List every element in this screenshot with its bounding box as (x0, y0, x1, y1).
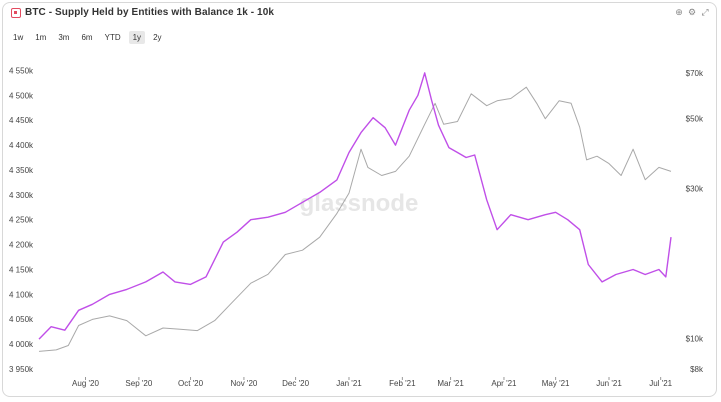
y-right-tick-label: $10k (686, 335, 704, 344)
y-left-tick-label: 4 350k (9, 166, 34, 175)
y-left-tick-label: 3 950k (9, 365, 34, 374)
tab-1y[interactable]: 1y (128, 31, 146, 44)
tab-ytd[interactable]: YTD (104, 33, 121, 42)
chart-svg: glassnode 3 950k 4 000k 4 050k 4 100k 4 150k… (9, 66, 704, 388)
y-left-tick-label: 4 500k (9, 91, 34, 100)
y-left-tick-label: 4 000k (9, 340, 34, 349)
y-left-tick-label: 4 050k (9, 315, 34, 324)
x-tick-label: Sep '20 (125, 379, 152, 388)
x-tick-label: Jul '21 (649, 379, 672, 388)
x-tick-label: May '21 (542, 379, 570, 388)
x-tick-label: Feb '21 (389, 379, 416, 388)
x-tick-label: Mar '21 (437, 379, 464, 388)
y-right-tick-label: $70k (686, 69, 704, 78)
chart-header: BTC - Supply Held by Entities with Balan… (3, 3, 716, 25)
y-right-tick-label: $30k (686, 184, 704, 193)
tab-1w[interactable]: 1w (13, 33, 24, 42)
range-tabs: 1w 1m 3m 6m YTD 1y 2y (9, 31, 166, 44)
expand-icon[interactable]: ⤢ (701, 7, 709, 17)
tab-2y[interactable]: 2y (153, 33, 162, 42)
y-left-tick-label: 4 100k (9, 290, 34, 299)
settings-icon[interactable]: ⚙ (687, 7, 697, 17)
header-toolbar: ⊕ ⚙ ⤢ (674, 7, 710, 17)
tab-1m[interactable]: 1m (35, 33, 47, 42)
tab-3m[interactable]: 3m (58, 33, 70, 42)
zoom-icon[interactable]: ⊕ (675, 7, 683, 17)
x-tick-label: Jun '21 (596, 379, 622, 388)
x-tick-label: Jan '21 (336, 379, 362, 388)
y-left-tick-label: 4 200k (9, 241, 34, 250)
y-left-tick-label: 4 300k (9, 191, 34, 200)
y-left-tick-label: 4 150k (9, 265, 34, 274)
x-tick-label: Nov '20 (230, 379, 257, 388)
y-left-tick-label: 4 400k (9, 141, 34, 150)
y-left-tick-label: 4 450k (9, 116, 34, 125)
tab-6m[interactable]: 6m (81, 33, 93, 42)
chart-title: BTC - Supply Held by Entities with Balan… (25, 7, 275, 18)
price-series-line (38, 86, 672, 352)
x-tick-label: Dec '20 (282, 379, 309, 388)
supply-series-line (38, 72, 672, 340)
x-tick-label: Aug '20 (72, 379, 99, 388)
y-right-tick-label: $8k (690, 365, 704, 374)
y-left-tick-label: 4 250k (9, 216, 34, 225)
x-tick-label: Oct '20 (178, 379, 204, 388)
y-right-tick-label: $50k (686, 115, 704, 124)
watermark-text: glassnode (300, 190, 419, 217)
chart-panel: BTC - Supply Held by Entities with Balan… (2, 2, 717, 397)
x-tick-label: Apr '21 (491, 379, 517, 388)
y-left-tick-label: 4 550k (9, 66, 34, 75)
glassnode-logo-icon (11, 8, 21, 18)
